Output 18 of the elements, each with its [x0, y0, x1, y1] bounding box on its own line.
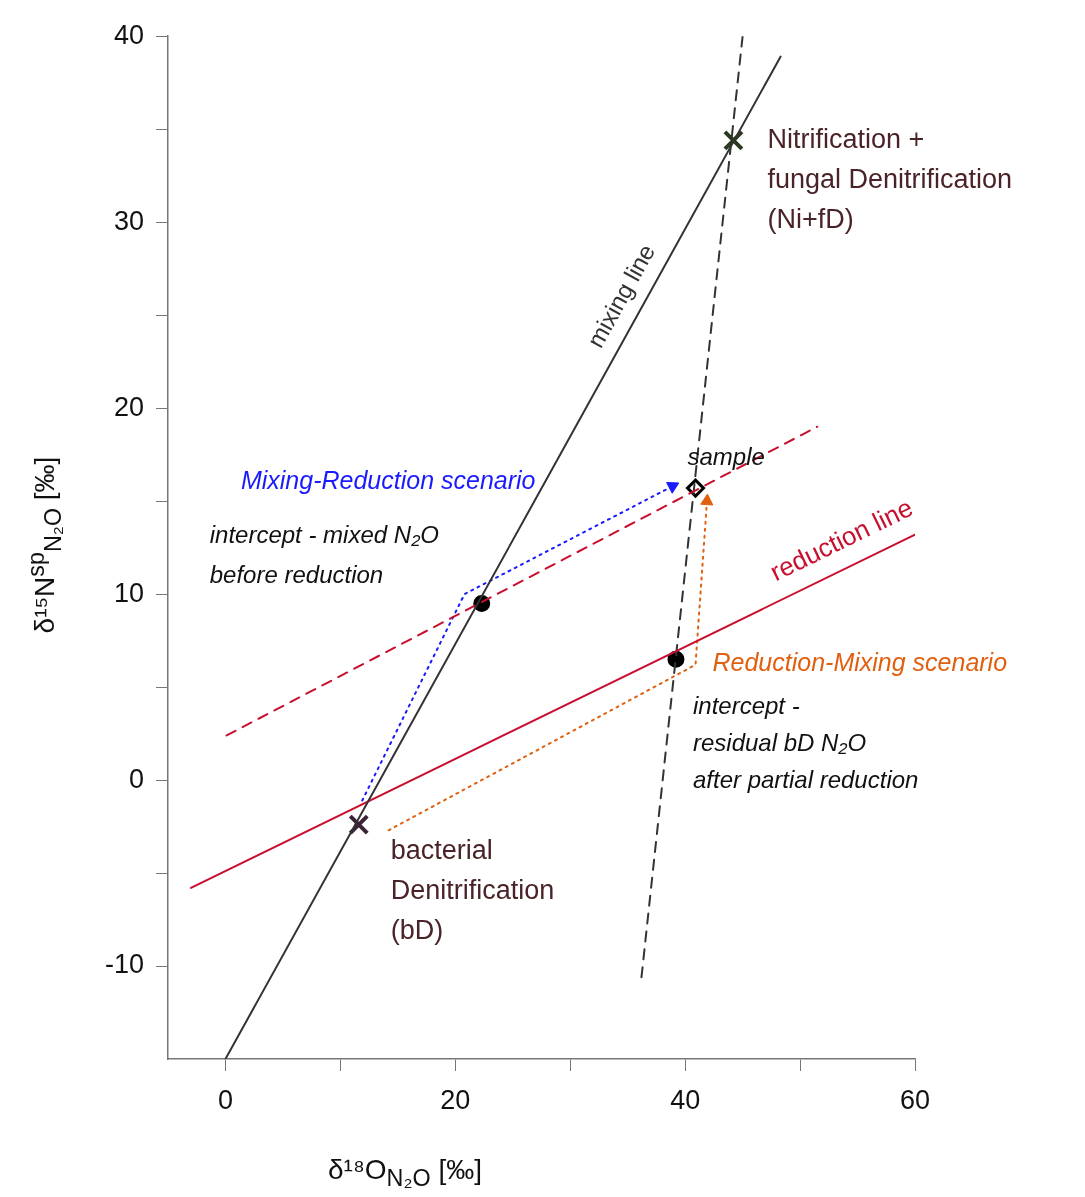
y-tick-label: 40 — [113, 19, 144, 50]
y-tick-label: 30 — [113, 205, 144, 236]
annotation: bacterial Denitrification (bD) — [390, 835, 555, 946]
text: Mixing-Reduction scenario — [240, 466, 536, 495]
y-tick-label: 20 — [113, 391, 144, 422]
x-tick-label: 60 — [899, 1084, 931, 1115]
x-axis-title: δ¹⁸O$_{N₂O}$ [‰] — [327, 1154, 483, 1192]
x-tick-label: 0 — [217, 1084, 233, 1115]
y-tick-label: 10 — [113, 577, 144, 608]
series-label: Reduction-Mixing scenario — [712, 647, 1008, 676]
annotation: intercept - residual bD N₂O after partial reduction — [692, 691, 919, 793]
y-tick-label: 0 — [128, 763, 144, 794]
y-tick-label: -10 — [104, 949, 144, 980]
annotation: Nitrification + fungal Denitrification (Ni+fD) — [767, 123, 1013, 234]
annotation: intercept - mixed N₂O before reduction — [209, 521, 439, 589]
x-tick-label: 20 — [440, 1084, 471, 1115]
x-tick-label: 40 — [670, 1084, 701, 1115]
annotation: sample — [687, 442, 765, 470]
